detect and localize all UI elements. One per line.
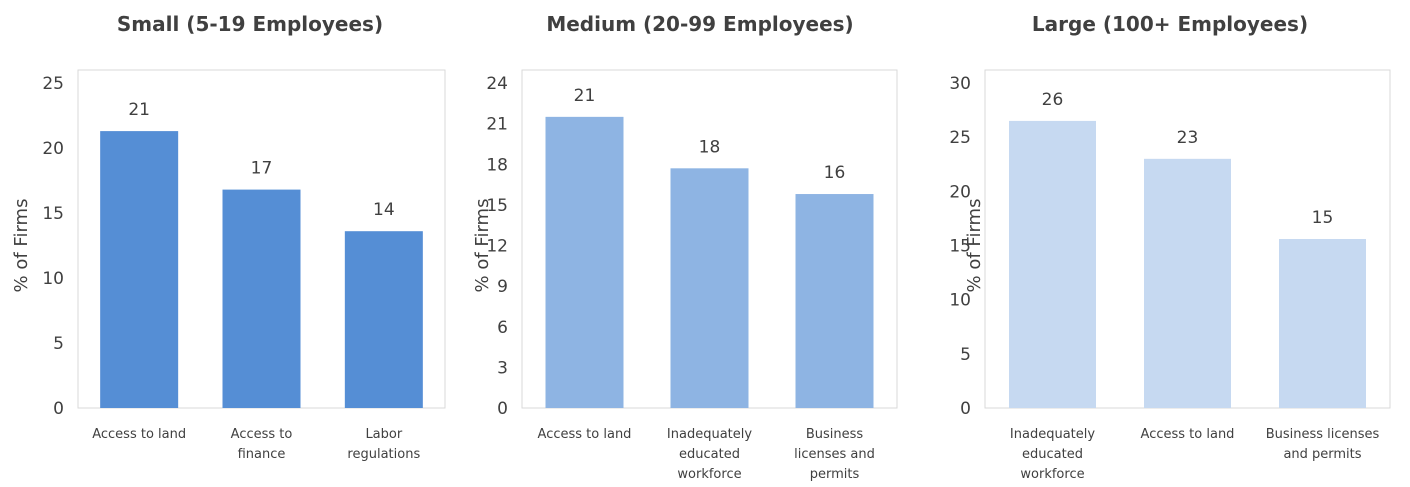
y-tick-label: 9 [497,277,508,297]
x-category-label: educated [1022,447,1083,462]
y-tick-label: 25 [42,74,64,94]
y-tick-label: 24 [486,74,508,94]
x-category-label: workforce [677,467,741,482]
data-label: 14 [373,200,395,220]
data-label: 18 [699,137,721,157]
bar [545,116,624,409]
y-tick-label: 0 [497,399,508,419]
y-tick-label: 15 [949,237,971,257]
bar [1009,120,1096,409]
bar [100,131,179,408]
chart-medium-firms: Medium (20-99 Employees) 0 3 6 9 12 15 18 21 24%… [470,0,940,487]
data-label: 23 [1177,128,1199,148]
y-tick-label: 0 [960,399,971,419]
x-category-label: Access to [231,427,293,442]
chart-small-firms: Small (5-19 Employees) 0 5 10 15 20 25 % of Fi… [0,0,470,487]
x-category-label: Access to land [538,427,632,442]
y-tick-label: 3 [497,358,508,378]
y-tick-label: 15 [486,196,508,216]
y-tick-label: 21 [486,115,508,135]
y-tick-label: 6 [497,318,508,338]
chart-title: Small (5-19 Employees) [116,12,384,36]
x-category-label: finance [238,447,286,462]
x-category-label: regulations [347,447,420,462]
x-category-label: Inadequately [1010,427,1095,442]
data-label: 21 [128,100,150,120]
data-label: 15 [1312,208,1334,228]
y-tick-label: 0 [53,399,64,419]
x-category-label: and permits [1283,447,1361,462]
x-category-label: Business [806,427,864,442]
y-tick-label: 30 [949,74,971,94]
y-tick-label: 20 [42,139,64,159]
y-tick-label: 5 [960,345,971,365]
x-category-label: licenses and [794,447,875,462]
data-label: 21 [574,86,596,106]
bar-chart-svg: 0 5 10 15 20 25 30 % of Firms 26 Inadequately educ… [949,69,1391,482]
data-label: 26 [1042,90,1064,110]
y-axis-label: % of Firms [11,199,32,293]
y-tick-label: 5 [53,334,64,354]
y-tick-label: 25 [949,128,971,148]
data-label: 17 [251,159,273,179]
bar-chart-svg: 0 3 6 9 12 15 18 21 24 % of Firms 21 Access to land… [472,69,898,482]
chart-large-firms: Large (100+ Employees) 0 5 10 15 20 25 30 % of … [940,0,1410,487]
y-tick-label: 18 [486,155,508,175]
x-category-label: Labor [365,427,402,442]
bar [344,231,423,408]
x-category-label: Business licenses [1266,427,1380,442]
bar [795,194,874,408]
chart-title: Medium (20-99 Employees) [546,12,854,36]
y-tick-label: 15 [42,204,64,224]
bar-chart-svg: 0 5 10 15 20 25 % of Firms 21 Access to land 17 Ac… [11,69,446,462]
x-category-label: Access to land [92,427,186,442]
y-tick-label: 10 [949,291,971,311]
x-category-label: educated [679,447,740,462]
x-category-label: Access to land [1141,427,1235,442]
y-tick-label: 20 [949,182,971,202]
y-axis-label: % of Firms [472,199,493,293]
bar [1144,158,1231,408]
y-tick-label: 12 [486,237,508,257]
data-label: 16 [824,163,846,183]
bar [670,168,749,408]
y-tick-label: 10 [42,269,64,289]
bar [222,189,301,408]
x-category-label: Inadequately [667,427,752,442]
bar [1279,239,1366,408]
x-category-label: workforce [1020,467,1084,482]
y-axis-label: % of Firms [964,199,985,293]
x-category-label: permits [810,467,860,482]
chart-title: Large (100+ Employees) [1031,12,1309,36]
